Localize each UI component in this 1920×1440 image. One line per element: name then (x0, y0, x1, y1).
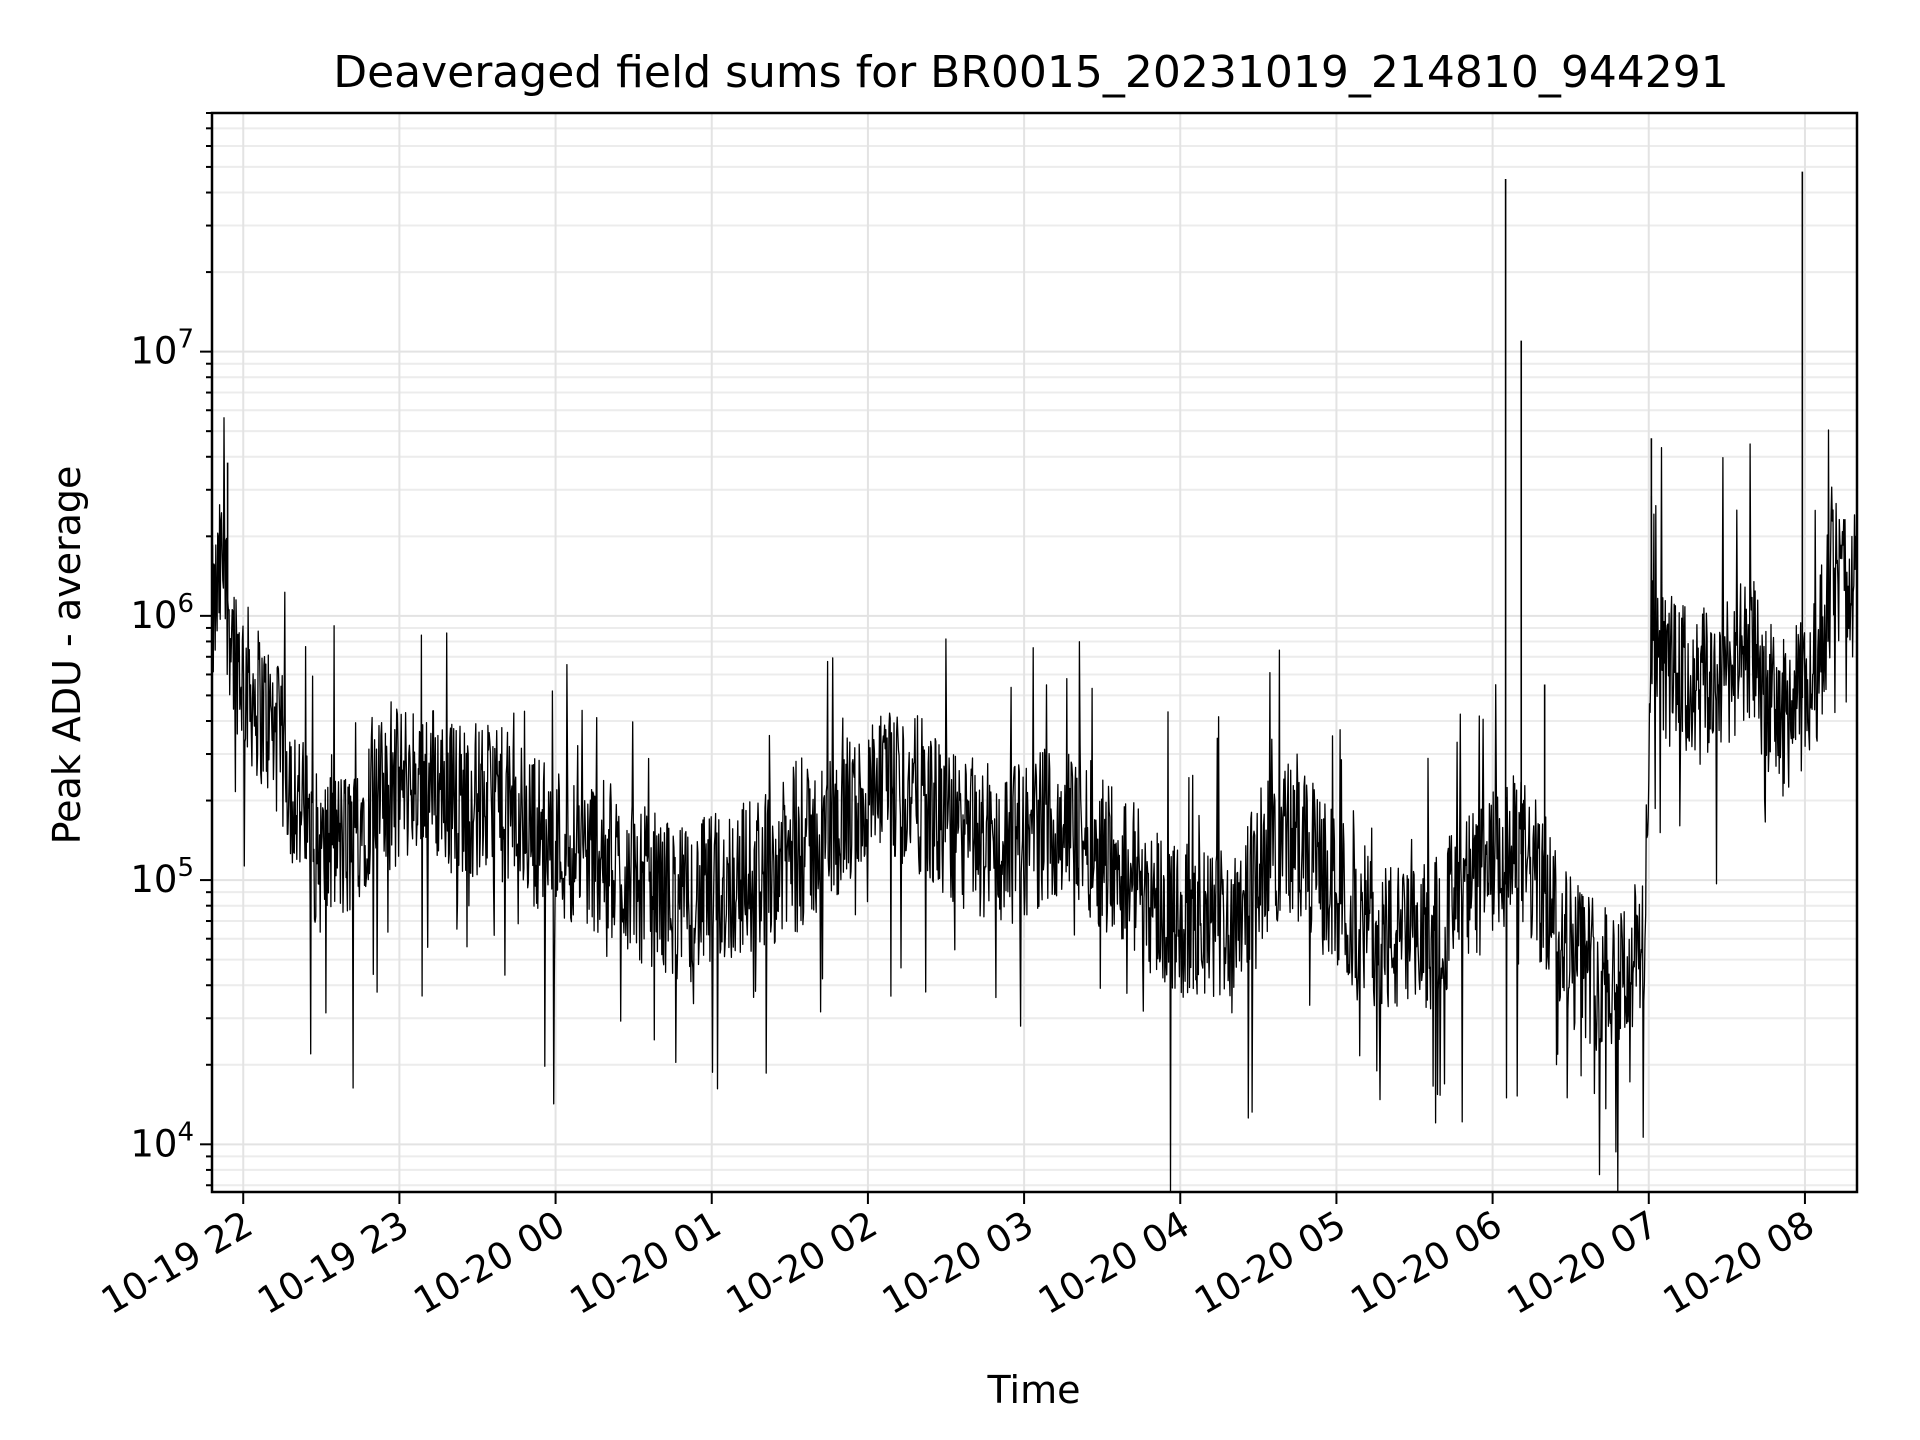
x-tick-label: 10-19 22 (94, 1203, 260, 1323)
x-tick-label: 10-20 02 (719, 1203, 885, 1323)
x-tick-label: 10-19 23 (250, 1203, 416, 1323)
series-line (211, 417, 1858, 1193)
x-tick-label: 10-20 04 (1031, 1203, 1197, 1323)
y-axis-label: Peak ADU - average (45, 466, 89, 845)
x-tick-label: 10-20 00 (407, 1203, 573, 1323)
x-tick-label: 10-20 05 (1187, 1203, 1353, 1323)
y-tick-label: 107 (130, 325, 194, 373)
y-tick-label: 104 (130, 1117, 194, 1165)
x-tick-label: 10-20 01 (563, 1203, 729, 1323)
y-tick-label: 106 (130, 589, 194, 637)
y-axis: 104 105 106 107 (130, 112, 212, 1187)
grid (212, 112, 1857, 1192)
x-tick-label: 10-20 06 (1344, 1203, 1510, 1323)
x-axis-label: Time (987, 1368, 1081, 1412)
x-tick-label: 10-20 07 (1500, 1203, 1666, 1323)
plot-frame (210, 111, 1859, 1194)
chart-title: Deaveraged field sums for BR0015_2023101… (333, 47, 1729, 98)
x-tick-label: 10-20 08 (1656, 1203, 1822, 1323)
x-tick-label: 10-20 03 (875, 1203, 1041, 1323)
series-layer (211, 171, 1858, 1193)
y-tick-label: 105 (130, 853, 194, 901)
